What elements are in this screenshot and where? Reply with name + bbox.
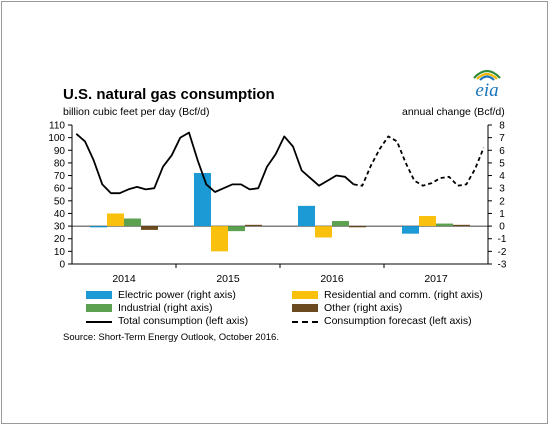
right-tick-label: 1 [499,209,505,220]
legend-forecast: Consumption forecast (left axis) [292,315,532,329]
right-tick-label: 7 [499,133,505,144]
legend-total: Total consumption (left axis) [86,315,286,329]
bar-other-2016 [349,226,366,228]
bar-electric-2017 [402,226,419,234]
bar-residential-2016 [315,226,332,238]
right-tick-label: 6 [499,146,505,157]
legend-residential-label: Residential and comm. (right axis) [324,289,483,301]
bar-industrial-2015 [228,226,245,232]
right-tick-label: -3 [498,260,507,271]
legend-electric-label: Electric power (right axis) [118,289,236,301]
legend-electric: Electric power (right axis) [86,289,286,303]
left-tick-label: 80 [54,158,66,169]
right-tick-label: -1 [498,234,507,245]
left-tick-label: 10 [54,247,66,258]
left-tick-label: 30 [54,222,66,233]
left-tick-label: 50 [54,196,66,207]
left-tick-label: 0 [59,260,65,271]
right-tick-label: 4 [499,171,505,182]
left-tick-label: 20 [54,234,66,245]
bar-residential-2015 [211,226,228,252]
source-note: Source: Short-Term Energy Outlook, Octob… [63,332,279,343]
right-tick-label: 8 [499,121,505,132]
bar-electric-2014 [90,226,107,228]
right-tick-label: 0 [499,222,505,233]
bar-electric-2016 [298,205,315,227]
left-tick-label: 40 [54,209,66,220]
bar-residential-2014 [107,213,124,227]
bar-electric-2015 [194,173,211,227]
legend-forecast-label: Consumption forecast (left axis) [324,315,472,327]
left-axis-label: billion cubic feet per day (Bcf/d) [63,106,210,118]
legend-other-label: Other (right axis) [324,302,403,314]
bar-other-2017 [453,224,470,227]
right-tick-label: -2 [498,247,507,258]
bar-other-2015 [245,224,262,227]
legend-other: Other (right axis) [292,302,532,316]
chart-title: U.S. natural gas consumption [63,86,275,103]
eia-logo: eia [466,60,508,102]
bar-industrial-2014 [124,218,141,227]
bar-industrial-2017 [436,223,453,227]
total-consumption-line [75,131,355,195]
legend-forecast-line [292,321,318,323]
left-tick-label: 100 [48,133,65,144]
right-tick-label: 2 [499,196,505,207]
bar-industrial-2016 [332,221,349,227]
legend-industrial-swatch [86,304,112,312]
left-tick-label: 90 [54,146,66,157]
legend-residential: Residential and comm. (right axis) [292,289,532,303]
legend-total-label: Total consumption (left axis) [118,315,249,327]
consumption-forecast-line [353,135,485,187]
legend-other-swatch [292,304,318,312]
legend-industrial-label: Industrial (right axis) [118,302,213,314]
year-label: 2017 [424,273,448,285]
bar-other-2014 [141,226,158,230]
bar-residential-2017 [419,215,436,227]
legend-total-line [86,321,112,323]
year-label: 2014 [112,273,136,285]
year-label: 2016 [320,273,344,285]
year-label: 2015 [216,273,240,285]
right-tick-label: 3 [499,184,505,195]
legend-electric-swatch [86,291,112,299]
right-tick-label: 5 [499,158,505,169]
legend-industrial: Industrial (right axis) [86,302,286,316]
left-tick-label: 60 [54,184,66,195]
right-axis-label: annual change (Bcf/d) [402,106,505,118]
left-tick-label: 110 [49,121,65,132]
left-tick-label: 70 [54,171,66,182]
legend-residential-swatch [292,291,318,299]
logo-text: eia [475,80,498,101]
